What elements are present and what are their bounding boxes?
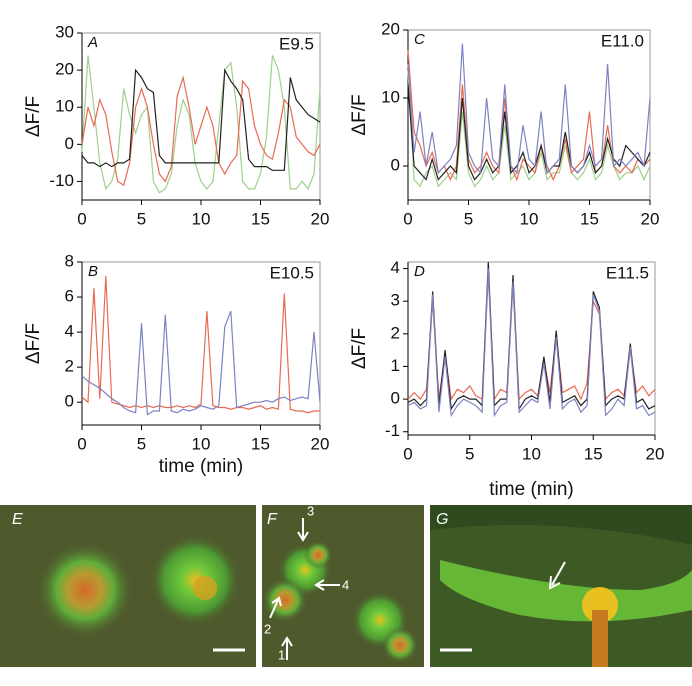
image-g: G	[430, 505, 692, 667]
y-tick-label: 2	[65, 357, 74, 376]
x-tick-label: 0	[77, 434, 86, 453]
x-tick-label: 0	[403, 444, 412, 463]
arrow-label: 4	[342, 577, 349, 592]
y-tick-label: 4	[391, 258, 400, 277]
y-tick-label: 3	[391, 291, 400, 310]
image-e: E	[0, 505, 256, 667]
x-tick-label: 5	[137, 209, 146, 228]
x-tick-label: 10	[192, 209, 211, 228]
y-tick-label: 4	[65, 322, 74, 341]
annotation: E11.0	[601, 31, 644, 50]
y-axis-label: ΔF/F	[23, 96, 44, 137]
y-tick-label: 6	[65, 287, 74, 306]
y-tick-label: 1	[391, 356, 400, 375]
trace	[407, 261, 656, 411]
y-tick-label: 8	[65, 251, 74, 270]
image-label: F	[267, 511, 278, 528]
y-tick-label: 20	[55, 60, 74, 79]
annotation: E9.5	[279, 34, 314, 53]
x-tick-label: 15	[251, 434, 270, 453]
plot-frame	[407, 29, 651, 201]
x-tick-label: 5	[464, 209, 473, 228]
annotation: E11.5	[606, 263, 649, 282]
trace	[407, 268, 656, 418]
trace	[81, 55, 321, 194]
trace	[81, 67, 321, 171]
trace	[81, 310, 321, 416]
x-axis-label: time (min)	[159, 456, 243, 477]
y-tick-label: -1	[385, 421, 400, 440]
y-tick-label: 20	[381, 19, 400, 38]
trace	[407, 70, 651, 188]
panel-label: D	[414, 263, 425, 280]
arrow-label: 3	[307, 503, 314, 518]
x-tick-label: 5	[137, 434, 146, 453]
image-label: E	[12, 511, 23, 528]
trace	[407, 50, 651, 182]
x-tick-label: 10	[522, 444, 541, 463]
x-tick-label: 20	[311, 209, 330, 228]
y-tick-label: 0	[391, 389, 400, 408]
x-tick-label: 15	[580, 209, 599, 228]
trace	[407, 275, 656, 402]
x-tick-label: 20	[641, 209, 660, 228]
plot-frame	[81, 32, 321, 201]
y-tick-label: -10	[49, 171, 74, 190]
panel-label: B	[88, 263, 98, 280]
x-tick-label: 20	[311, 434, 330, 453]
arrow-label: 2	[264, 621, 271, 636]
y-axis-label: ΔF/F	[349, 94, 370, 135]
y-tick-label: 10	[381, 87, 400, 106]
arrow-label: 1	[278, 647, 285, 662]
x-tick-label: 15	[251, 209, 270, 228]
x-tick-label: 20	[646, 444, 665, 463]
trace	[81, 75, 321, 187]
x-tick-label: 0	[77, 209, 86, 228]
y-tick-label: 0	[65, 392, 74, 411]
y-tick-label: 0	[65, 134, 74, 153]
annotation: E10.5	[270, 263, 314, 282]
y-axis-label: ΔF/F	[23, 323, 44, 364]
x-tick-label: 15	[584, 444, 603, 463]
x-axis-label: time (min)	[489, 479, 573, 500]
x-tick-label: 5	[465, 444, 474, 463]
image-f: F 1 2 3 4	[262, 503, 424, 667]
y-tick-label: 30	[55, 22, 74, 41]
panel-label: C	[414, 31, 425, 48]
x-tick-label: 10	[520, 209, 539, 228]
trace	[407, 43, 651, 175]
y-tick-label: 10	[55, 97, 74, 116]
x-tick-label: 0	[403, 209, 412, 228]
y-tick-label: 2	[391, 323, 400, 342]
plot-frame	[407, 261, 656, 436]
panel-label: A	[87, 34, 98, 51]
y-tick-label: 0	[391, 155, 400, 174]
trace	[407, 84, 651, 181]
image-label: G	[436, 511, 448, 528]
trace	[81, 275, 320, 414]
x-tick-label: 10	[192, 434, 211, 453]
y-axis-label: ΔF/F	[349, 328, 370, 369]
